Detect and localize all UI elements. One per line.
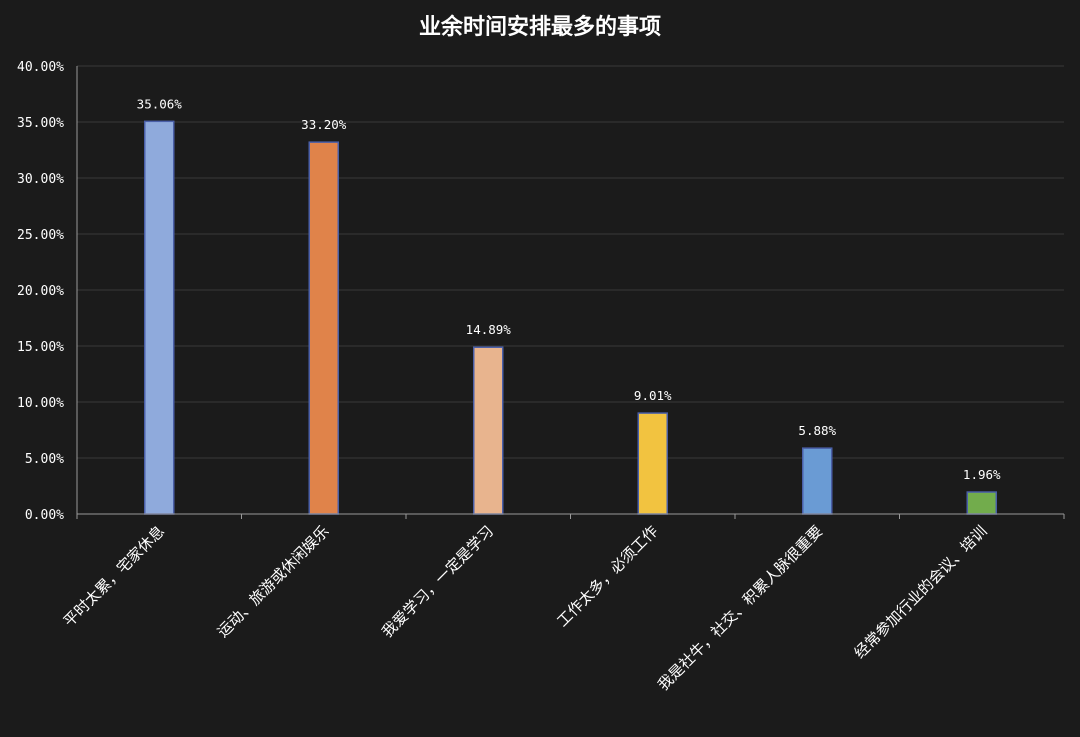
y-tick-label: 35.00%: [17, 116, 64, 131]
y-tick-label: 30.00%: [17, 172, 64, 187]
x-tick-label: 我爱学习，一定是学习: [378, 522, 497, 641]
y-axis-ticks: 0.00% 5.00% 10.00% 15.00% 20.00% 25.00% 30.00%…: [17, 60, 64, 523]
bar: [473, 346, 504, 515]
bar: [966, 491, 997, 515]
y-tick-label: 25.00%: [17, 228, 64, 243]
x-tick-label: 运动、旅游或休闲娱乐: [214, 522, 333, 641]
bar: [144, 120, 175, 515]
bar: [802, 447, 833, 515]
x-tick-label: 平时太累，宅家休息: [60, 522, 168, 630]
x-tick-label: 我是社牛，社交、积累人脉很重要: [654, 522, 826, 694]
y-tick-label: 20.00%: [17, 284, 64, 299]
x-tick-label: 经常参加行业的会议、培训: [851, 522, 991, 662]
data-label: 1.96%: [963, 467, 1001, 482]
data-label: 14.89%: [466, 322, 512, 337]
x-tick-label: 工作太多，必须工作: [553, 522, 661, 630]
y-tick-label: 10.00%: [17, 396, 64, 411]
data-label: 5.88%: [798, 423, 836, 438]
y-tick-label: 0.00%: [25, 508, 64, 523]
y-tick-label: 15.00%: [17, 340, 64, 355]
data-labels: 35.06% 33.20% 14.89% 9.01% 5.88% 1.96%: [137, 96, 1001, 482]
x-axis-ticks: 平时太累，宅家休息 运动、旅游或休闲娱乐 我爱学习，一定是学习 工作太多，必须工作我是…: [60, 522, 991, 694]
y-tick-label: 5.00%: [25, 452, 64, 467]
data-label: 33.20%: [301, 117, 347, 132]
x-axis: [76, 66, 1065, 519]
data-label: 9.01%: [634, 388, 672, 403]
bar: [308, 141, 339, 515]
bar: [637, 412, 668, 515]
chart-title: 业余时间安排最多的事项: [419, 14, 661, 40]
bars: [144, 120, 997, 515]
y-tick-label: 40.00%: [17, 60, 64, 75]
data-label: 35.06%: [137, 96, 183, 111]
grid-lines: [77, 65, 1064, 459]
